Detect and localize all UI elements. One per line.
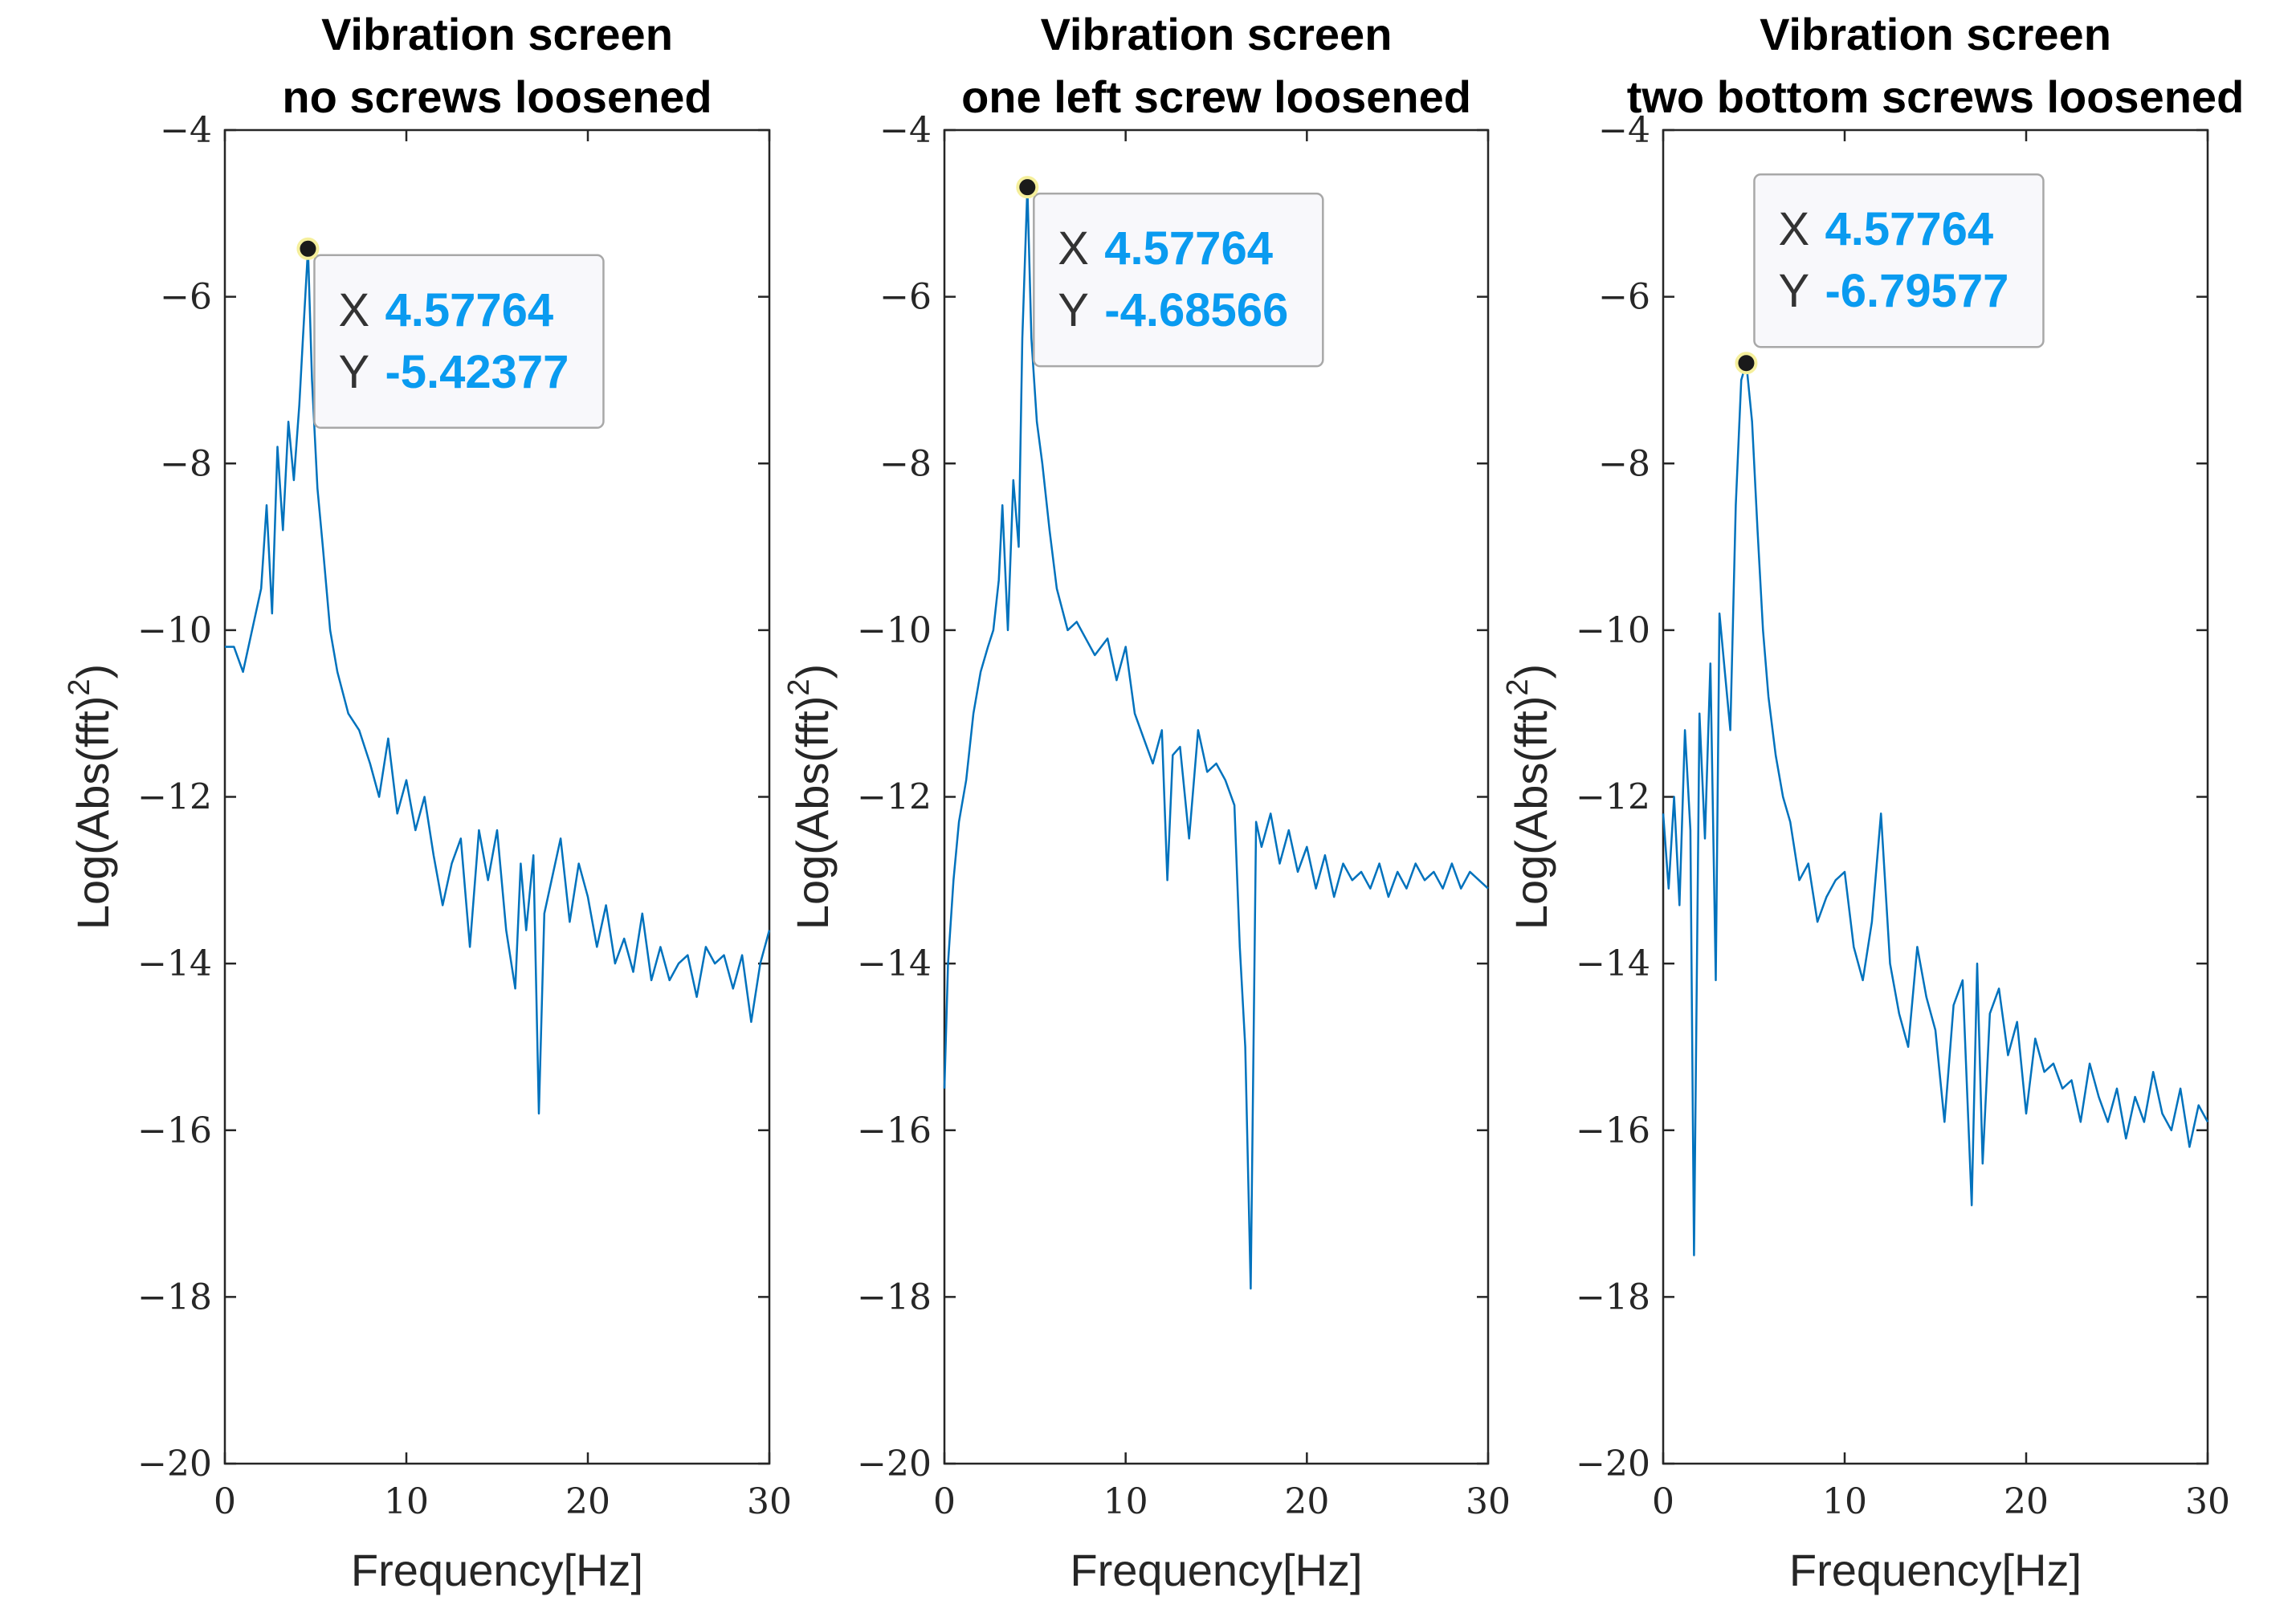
y-tick-label: −20 [1576, 1444, 1650, 1485]
y-axis-label-superscript: 2 [63, 678, 96, 695]
datatip-marker [1735, 352, 1758, 375]
y-tick-label: −10 [1576, 610, 1650, 651]
x-tick-label: 10 [1822, 1481, 1867, 1522]
subplot-no-screws-loosened: Vibration screen no screws loosened 0 10 20 3… [63, 9, 792, 1595]
datatip-x-key: X [1778, 203, 1809, 255]
x-axis-label: Frequency[Hz] [1789, 1545, 2082, 1595]
y-axis-label: Log(Abs(fft)2) [1501, 664, 1556, 930]
y-axis-label-text: Log(Abs(fft) [67, 696, 118, 931]
plot-area-frame [1662, 128, 2209, 1465]
datatip-y-value: -4.68566 [1104, 284, 1288, 336]
y-tick-label: −16 [857, 1110, 932, 1151]
y-tick-label: −14 [137, 943, 212, 984]
datatip-y-key: Y [1778, 265, 1809, 317]
datatip-x-value: 4.57764 [1104, 222, 1273, 275]
series-line-spectrum [1662, 361, 2209, 1256]
chart-title-line: no screws loosened [282, 71, 712, 122]
y-tick-label: −12 [137, 777, 212, 818]
y-tick-label: −4 [1598, 110, 1650, 151]
chart-title-line: two bottom screws loosened [1627, 71, 2245, 122]
x-tick-label: 20 [1284, 1481, 1329, 1522]
y-axis-label-suffix: ) [1506, 664, 1556, 679]
y-tick-label: −10 [137, 610, 212, 651]
x-axis-label: Frequency[Hz] [1070, 1545, 1362, 1595]
datatip-marker [1016, 176, 1039, 199]
y-tick-label: −16 [137, 1110, 212, 1151]
y-tick-label: −10 [857, 610, 932, 651]
datatip-x-value: 4.57764 [385, 284, 553, 336]
x-tick-label: 0 [214, 1481, 236, 1522]
datatip-x-value: 4.57764 [1825, 203, 1993, 255]
y-tick-label: −12 [1576, 777, 1650, 818]
series-line-spectrum [225, 247, 771, 1115]
datatip-box [313, 254, 605, 430]
x-tick-label: 0 [1652, 1481, 1674, 1522]
chart-title-line: Vibration screen [321, 9, 673, 59]
y-tick-label: −18 [137, 1277, 212, 1318]
series-line-spectrum [943, 185, 1489, 1290]
y-tick-label: −6 [1598, 277, 1650, 318]
datatip-y-value: -6.79577 [1825, 265, 2008, 317]
x-tick-label: 30 [747, 1481, 792, 1522]
y-axis-label-text: Log(Abs(fft) [787, 696, 838, 931]
x-tick-label: 20 [2004, 1481, 2049, 1522]
y-tick-label: −16 [1576, 1110, 1650, 1151]
y-tick-label: −8 [1598, 443, 1650, 484]
y-tick-label: −4 [160, 110, 212, 151]
y-tick-label: −14 [1576, 943, 1650, 984]
subplot-one-left-screw-loosened: Vibration screen one left screw loosened 0… [782, 9, 1511, 1595]
y-axis-label-superscript: 2 [782, 678, 816, 695]
datatip-x-key: X [338, 284, 369, 336]
y-tick-label: −18 [857, 1277, 932, 1318]
x-axis-label: Frequency[Hz] [351, 1545, 643, 1595]
y-tick-label: −20 [857, 1444, 932, 1485]
subplot-two-bottom-screws-loosened: Vibration screen two bottom screws loosen… [1501, 9, 2244, 1595]
y-tick-label: −6 [160, 277, 212, 318]
chart-title-line: one left screw loosened [961, 71, 1471, 122]
datatip-x-key: X [1058, 222, 1089, 275]
y-axis-label-superscript: 2 [1501, 678, 1535, 695]
x-tick-label: 10 [1103, 1481, 1148, 1522]
y-tick-label: −4 [879, 110, 932, 151]
y-axis-label-suffix: ) [787, 664, 838, 679]
y-axis-label: Log(Abs(fft)2) [63, 664, 118, 930]
y-tick-label: −8 [160, 443, 212, 484]
y-tick-label: −20 [137, 1444, 212, 1485]
y-axis-label-text: Log(Abs(fft) [1506, 696, 1556, 931]
x-tick-label: 0 [933, 1481, 956, 1522]
y-tick-label: −6 [879, 277, 932, 318]
x-tick-label: 30 [2185, 1481, 2230, 1522]
datatip-y-key: Y [338, 346, 369, 398]
datatip-box [1033, 192, 1324, 368]
x-tick-label: 30 [1466, 1481, 1511, 1522]
y-axis-label-suffix: ) [67, 664, 118, 679]
datatip-y-value: -5.42377 [385, 346, 569, 398]
y-axis-label: Log(Abs(fft)2) [782, 664, 838, 930]
datatip-marker [296, 237, 320, 260]
y-tick-label: −14 [857, 943, 932, 984]
chart-title-line: Vibration screen [1760, 9, 2111, 59]
x-tick-label: 10 [384, 1481, 429, 1522]
x-tick-label: 20 [565, 1481, 610, 1522]
y-tick-label: −18 [1576, 1277, 1650, 1318]
y-tick-label: −8 [879, 443, 932, 484]
datatip-y-key: Y [1058, 284, 1089, 336]
y-tick-label: −12 [857, 777, 932, 818]
chart-title-line: Vibration screen [1041, 9, 1393, 59]
datatip-box [1753, 173, 2045, 348]
